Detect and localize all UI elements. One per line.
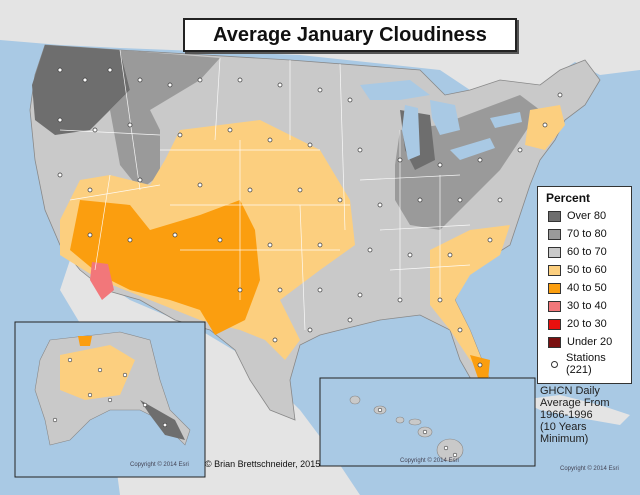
alaska-stations — [52, 357, 168, 428]
legend-swatch — [548, 336, 561, 348]
lake-michigan — [402, 105, 420, 160]
station-points — [57, 67, 563, 368]
data-source-note: GHCN Daily Average From 1966-1996 (10 Ye… — [540, 385, 610, 445]
legend-label: 30 to 40 — [567, 300, 607, 312]
lake-ontario — [490, 112, 522, 128]
pnw-over80 — [32, 45, 130, 135]
lake-erie — [450, 138, 495, 160]
legend-label: Over 80 — [567, 210, 607, 222]
southwest-40to50 — [70, 200, 260, 335]
hawaii-inset — [319, 377, 536, 467]
legend-swatch — [548, 210, 561, 222]
stations-text: Stations — [566, 352, 606, 364]
legend-item-20-to-30: 20 to 30 — [538, 315, 631, 333]
legend-item-50-to-60: 50 to 60 — [538, 261, 631, 279]
lake-superior — [360, 80, 430, 100]
hawaii-stations — [377, 407, 458, 458]
stations-count: (221) — [566, 364, 592, 376]
map-title: Average January Cloudiness — [183, 18, 517, 52]
source-line: 1966-1996 — [540, 409, 593, 421]
legend-swatch — [548, 318, 561, 330]
source-line: GHCN Daily — [540, 385, 600, 397]
florida-40to50 — [470, 355, 490, 380]
stations-label: Stations (221) — [566, 352, 606, 376]
source-line: (10 Years — [540, 421, 587, 433]
southeast-50to60 — [430, 225, 510, 380]
legend-label: 20 to 30 — [567, 318, 607, 330]
hawaii-islands — [349, 395, 464, 462]
legend-swatch — [548, 300, 561, 312]
legend-item-stations: Stations (221) — [538, 351, 631, 377]
cuba-land — [520, 395, 630, 425]
lake-huron — [430, 100, 460, 135]
station-marker-icon — [551, 360, 558, 368]
legend-item-30-to-40: 30 to 40 — [538, 297, 631, 315]
copyright-alaska: Copyright © 2014 Esri — [130, 462, 189, 468]
legend-item-70-to-80: 70 to 80 — [538, 225, 631, 243]
author-credit: © Brian Brettschneider, 2015 — [205, 459, 321, 469]
northeast-50to60 — [525, 105, 565, 150]
pnw-70to80 — [110, 50, 220, 190]
legend-label: Under 20 — [567, 336, 613, 348]
alaska-over80 — [140, 400, 185, 440]
copyright-hawaii: Copyright © 2014 Esri — [400, 458, 459, 464]
alaska-40to50 — [78, 336, 92, 346]
desert-30to40 — [90, 262, 114, 300]
legend-item-over-80: Over 80 — [538, 207, 631, 225]
legend-item-under-20: Under 20 — [538, 333, 631, 351]
legend-swatch — [548, 282, 561, 294]
legend-title: Percent — [546, 191, 591, 205]
alaska-50to60 — [60, 345, 135, 400]
source-line: Minimum) — [540, 433, 589, 445]
legend-label: 70 to 80 — [567, 228, 607, 240]
legend-swatch — [548, 264, 561, 276]
legend-label: 60 to 70 — [567, 246, 607, 258]
legend-label: 40 to 50 — [567, 282, 607, 294]
legend: Percent Over 80 70 to 80 60 to 70 50 to … — [537, 186, 632, 384]
legend-swatch — [548, 228, 561, 240]
legend-item-60-to-70: 60 to 70 — [538, 243, 631, 261]
copyright-main: Copyright © 2014 Esri — [560, 466, 619, 472]
source-line: Average From — [540, 397, 610, 409]
legend-swatch — [548, 246, 561, 258]
legend-item-40-to-50: 40 to 50 — [538, 279, 631, 297]
legend-label: 50 to 60 — [567, 264, 607, 276]
